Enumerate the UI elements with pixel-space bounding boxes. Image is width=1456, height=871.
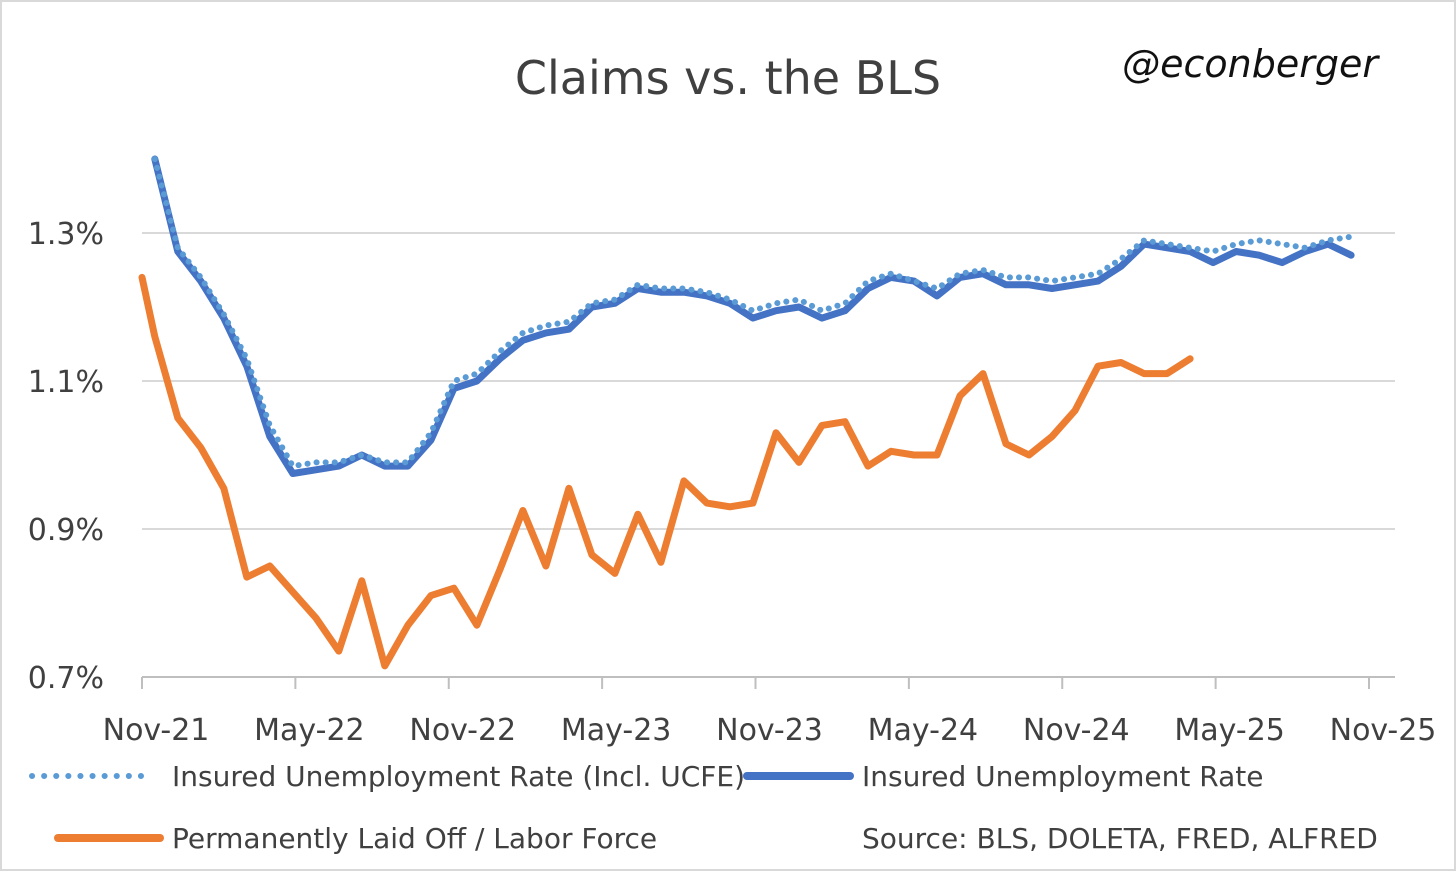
x-tick-label: May-25 bbox=[1174, 713, 1285, 748]
y-tick-label: 0.9% bbox=[28, 513, 104, 548]
plot-series bbox=[138, 155, 1355, 670]
y-tick-label: 1.1% bbox=[28, 365, 104, 400]
y-axis-ticks: 0.7% 0.9% 1.1% 1.3% bbox=[28, 217, 104, 696]
legend-label-insured-incl-ucfe: Insured Unemployment Rate (Incl. UCFE) bbox=[172, 760, 745, 793]
source-note: Source: BLS, DOLETA, FRED, ALFRED bbox=[862, 822, 1378, 855]
y-tick-label: 1.3% bbox=[28, 217, 104, 252]
x-tick-label: Nov-24 bbox=[1023, 713, 1130, 748]
x-tick-label: May-24 bbox=[868, 713, 979, 748]
x-tick-label: Nov-21 bbox=[103, 713, 210, 748]
author-handle: @econberger bbox=[1122, 42, 1380, 86]
x-axis bbox=[141, 676, 1395, 689]
x-axis-ticks: Nov-21 May-22 Nov-22 May-23 Nov-23 May-24 Nov-… bbox=[103, 713, 1437, 748]
x-tick-label: Nov-23 bbox=[716, 713, 823, 748]
series-insured bbox=[151, 155, 1355, 477]
y-tick-label: 0.7% bbox=[28, 661, 104, 696]
x-tick-label: Nov-25 bbox=[1330, 713, 1437, 748]
gridlines bbox=[142, 232, 1395, 530]
chart-title: Claims vs. the BLS bbox=[515, 51, 941, 105]
series-insured-incl-ucfe bbox=[151, 156, 1355, 470]
legend: Insured Unemployment Rate (Incl. UCFE) I… bbox=[29, 760, 1263, 855]
legend-label-laid-off: Permanently Laid Off / Labor Force bbox=[172, 822, 657, 855]
x-tick-label: May-23 bbox=[561, 713, 672, 748]
series-laid-off bbox=[138, 273, 1194, 670]
x-tick-label: May-22 bbox=[254, 713, 365, 748]
legend-label-insured: Insured Unemployment Rate bbox=[862, 760, 1263, 793]
x-tick-label: Nov-22 bbox=[409, 713, 516, 748]
